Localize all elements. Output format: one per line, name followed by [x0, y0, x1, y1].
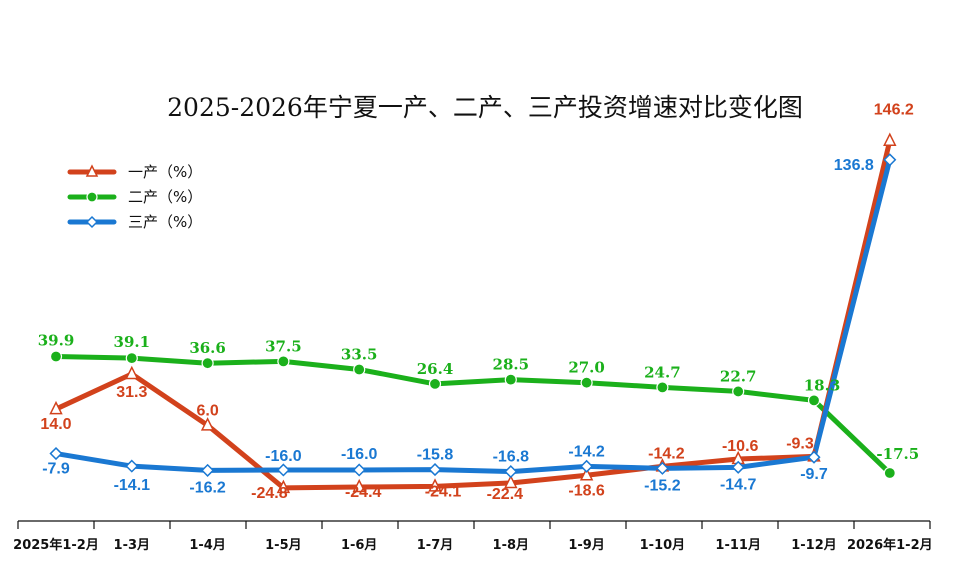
data-label: -9.7: [800, 466, 828, 483]
legend-label: 二产（%）: [128, 188, 202, 206]
x-tick-label: 2025年1-2月: [13, 537, 99, 553]
data-label: -17.5: [876, 445, 919, 463]
data-point: [86, 191, 98, 203]
data-label: -7.9: [42, 461, 70, 478]
data-point: [49, 400, 63, 415]
data-label: -24.8: [251, 485, 288, 502]
data-point: [49, 350, 63, 363]
x-tick-label: 1-10月: [640, 538, 686, 553]
legend-label: 一产（%）: [128, 163, 202, 181]
data-label: -24.1: [425, 483, 462, 500]
data-point: [504, 474, 518, 489]
data-label: -22.4: [487, 486, 524, 503]
x-tick-label: 1-9月: [568, 538, 605, 553]
x-tick-label: 1-3月: [114, 538, 151, 553]
data-label: 18.3: [804, 376, 841, 394]
data-point: [580, 376, 593, 389]
data-point: [504, 373, 517, 386]
data-label: -24.4: [345, 484, 382, 501]
data-label: 14.0: [40, 416, 71, 433]
data-label: -9.3: [786, 435, 814, 452]
data-point: [656, 381, 669, 394]
data-label: -15.8: [417, 447, 454, 464]
data-label: -16.0: [265, 448, 302, 465]
data-point: [352, 463, 366, 477]
data-label: -14.2: [568, 443, 605, 460]
data-label: 33.5: [341, 345, 378, 363]
data-point: [125, 459, 139, 473]
data-point: [85, 215, 99, 229]
x-axis: 2025年1-2月 1-3月 1-4月 1-5月 1-6月 1-7月 1-8月 1-9月 1-1…: [13, 520, 933, 553]
data-label: 31.3: [116, 384, 147, 401]
series-line: [53, 157, 893, 475]
legend: 一产（%） 二产（%） 三产（%）: [67, 163, 202, 231]
data-label: 24.7: [644, 363, 681, 381]
data-label: -10.6: [722, 438, 759, 455]
data-point: [201, 463, 215, 477]
x-tick-label: 1-7月: [417, 538, 454, 553]
data-point: [807, 450, 821, 464]
data-point: [580, 459, 594, 473]
x-tick-label: 1-12月: [791, 538, 837, 553]
data-point: [200, 417, 215, 431]
data-point: [201, 357, 214, 370]
data-label: 27.0: [568, 359, 605, 377]
x-tick-label: 1-6月: [341, 538, 378, 553]
data-point: [579, 467, 594, 481]
x-tick-label: 1-8月: [493, 538, 530, 553]
data-point: [276, 463, 290, 477]
data-label: 39.1: [114, 333, 151, 351]
data-label: 136.8: [834, 157, 874, 174]
data-point: [732, 385, 745, 398]
series-line: [53, 138, 893, 491]
data-labels: 14.0 31.3 6.0 -24.8 -24.4 -24.1 -22.4 -18.6 -14.…: [38, 102, 919, 503]
data-point: [353, 363, 366, 376]
data-label: 28.5: [493, 356, 530, 374]
data-label: 26.4: [417, 360, 454, 378]
data-point: [125, 365, 139, 380]
data-label: 37.5: [265, 337, 302, 355]
data-point: [276, 479, 291, 494]
data-point: [731, 460, 745, 474]
data-label: -16.8: [493, 449, 530, 466]
data-point: [883, 153, 897, 167]
data-label: -16.0: [341, 446, 378, 463]
legend-label: 三产（%）: [128, 213, 202, 231]
data-label: 39.9: [38, 332, 75, 350]
data-point: [655, 461, 669, 475]
x-tick-label: 1-11月: [715, 538, 761, 553]
x-tick-label: 1-4月: [189, 538, 226, 553]
series-line: [53, 354, 893, 476]
data-label: -16.2: [189, 479, 226, 496]
series-group: [49, 132, 897, 494]
x-tick-label: 2026年1-2月: [847, 537, 933, 553]
data-label: -14.2: [648, 445, 685, 462]
data-point: [428, 463, 442, 477]
data-point: [352, 478, 366, 493]
data-point: [428, 478, 442, 492]
data-label: -14.7: [720, 476, 757, 493]
data-label: 22.7: [720, 367, 757, 385]
data-point: [428, 377, 442, 391]
data-label: 146.2: [874, 102, 914, 119]
data-point: [883, 466, 896, 480]
data-point: [125, 352, 138, 365]
data-label: -14.1: [114, 477, 151, 494]
data-point: [807, 394, 821, 407]
data-point: [883, 132, 897, 146]
chart-title: 2025-2026年宁夏一产、二产、三产投资增速对比变化图: [167, 93, 803, 122]
data-point: [49, 446, 63, 461]
x-tick-label: 1-5月: [265, 538, 302, 553]
data-label: -15.2: [644, 477, 681, 494]
data-label: 6.0: [196, 402, 218, 419]
data-point: [85, 164, 99, 177]
data-label: -18.6: [568, 482, 605, 499]
data-point: [277, 355, 290, 368]
data-label: 36.6: [189, 339, 226, 357]
data-point: [504, 465, 518, 479]
